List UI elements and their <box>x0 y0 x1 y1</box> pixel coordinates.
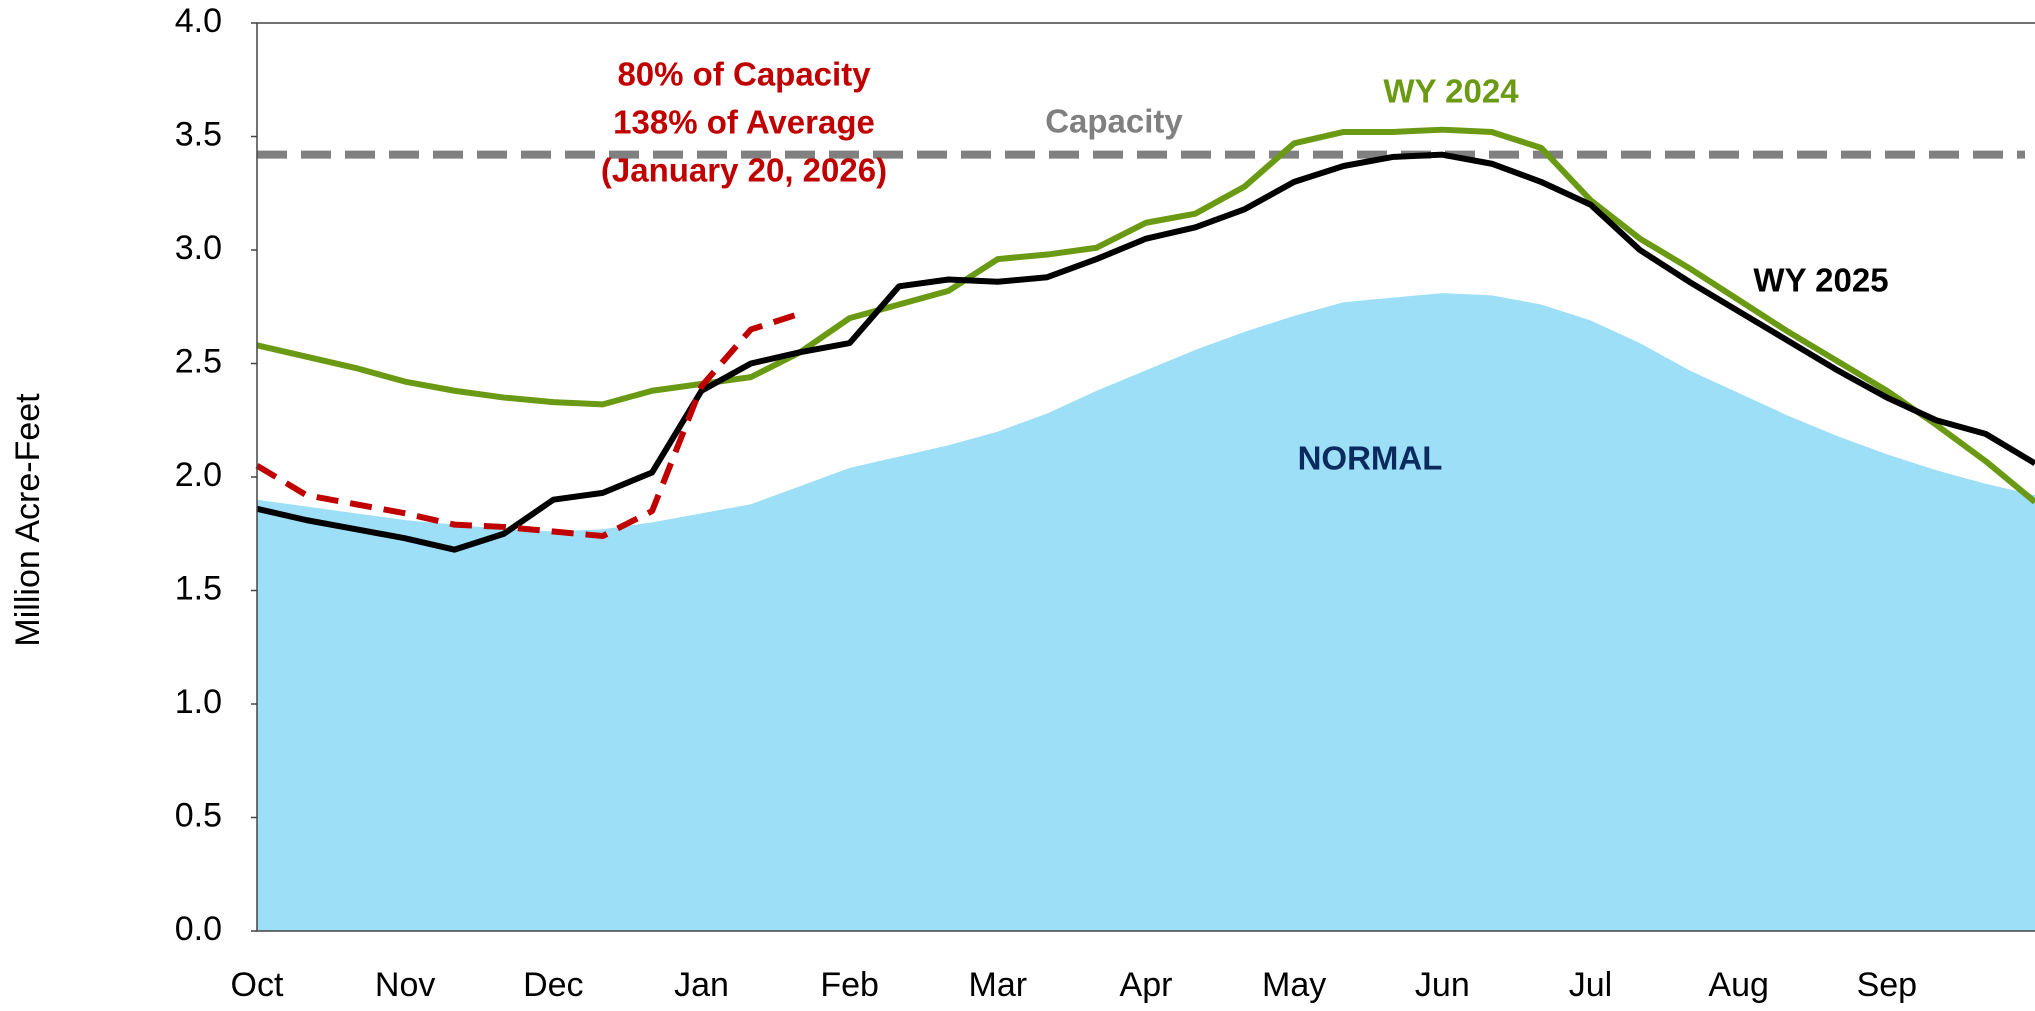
x-tick-label: Jan <box>674 966 729 1004</box>
series-label: NORMAL <box>1298 440 1443 477</box>
y-tick-label: 2.0 <box>175 456 222 494</box>
y-tick-label: 1.0 <box>175 683 222 721</box>
x-tick-label: Apr <box>1120 966 1173 1004</box>
series-label: WY 2024 <box>1383 73 1519 110</box>
y-tick-label: 0.0 <box>175 910 222 948</box>
annotation: 138% of Average <box>613 104 875 141</box>
y-axis-label: Million Acre-Feet <box>9 393 47 647</box>
x-tick-label: Aug <box>1708 966 1769 1004</box>
series-label: WY 2025 <box>1753 262 1888 299</box>
x-tick-label: Sep <box>1857 966 1918 1004</box>
annotation: 80% of Capacity <box>617 56 871 93</box>
y-tick-label: 3.0 <box>175 229 222 267</box>
y-tick-label: 0.5 <box>175 796 222 834</box>
series-line <box>256 151 2035 553</box>
capacity-label: Capacity <box>1045 103 1183 140</box>
annotation: (January 20, 2026) <box>601 152 887 189</box>
x-tick-label: Jul <box>1569 966 1612 1004</box>
x-tick-label: Nov <box>375 966 435 1004</box>
x-tick-label: Jun <box>1415 966 1470 1004</box>
current-line <box>255 310 802 540</box>
x-tick-label: Mar <box>969 966 1028 1004</box>
normal-area <box>257 293 2035 931</box>
y-tick-label: 2.5 <box>175 342 222 380</box>
y-tick-label: 1.5 <box>175 569 222 607</box>
x-tick-label: May <box>1262 966 1326 1004</box>
series-line <box>256 126 2035 505</box>
y-tick-label: 4.0 <box>175 2 222 40</box>
x-tick-label: Dec <box>523 966 583 1004</box>
y-tick-label: 3.5 <box>175 115 222 153</box>
x-tick-label: Oct <box>231 966 284 1004</box>
x-tick-label: Feb <box>820 966 879 1004</box>
